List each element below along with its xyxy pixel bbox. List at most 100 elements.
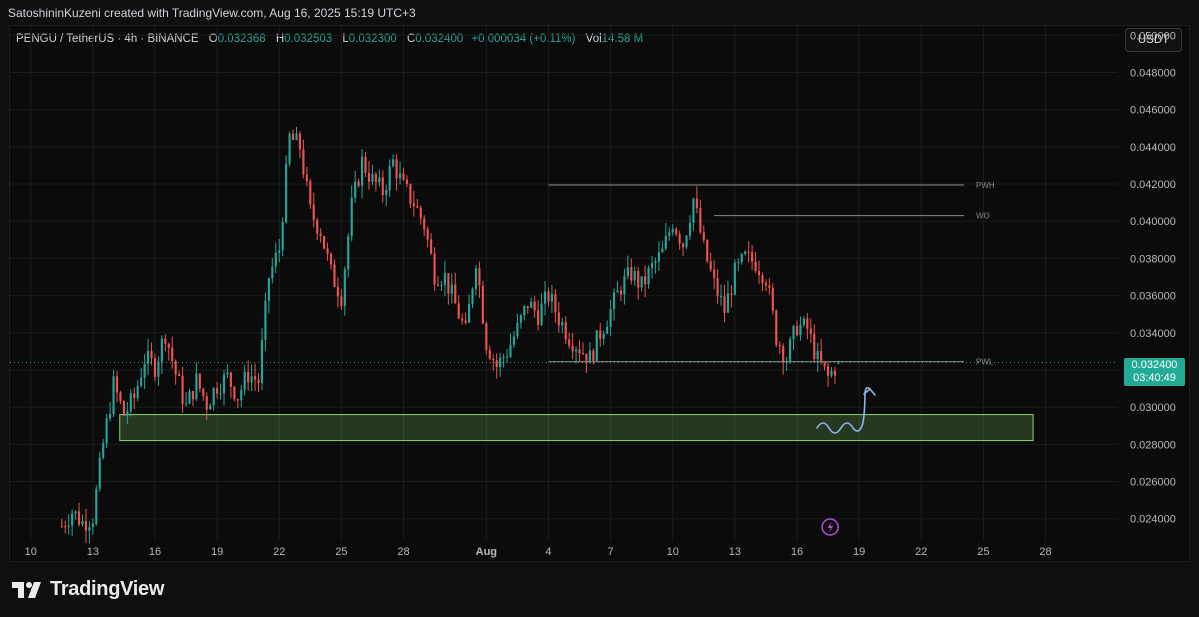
candle-down [367, 172, 371, 182]
candle-up [226, 372, 229, 375]
chart-frame [9, 25, 1190, 562]
x-tick-label: 28 [397, 546, 409, 558]
candle-down [533, 301, 536, 311]
candle-down [357, 181, 360, 186]
candle-down [426, 229, 429, 240]
currency-button[interactable]: USDT [1125, 28, 1182, 52]
candle-down [820, 351, 823, 363]
candle-down [682, 243, 685, 248]
candle-down [202, 388, 205, 397]
candle-up [240, 389, 243, 401]
candle-up [726, 293, 730, 313]
candle-down [178, 374, 181, 376]
candle-down [436, 284, 440, 286]
candle-up [146, 350, 150, 364]
candle-down [433, 253, 436, 285]
candle-down [329, 253, 333, 265]
candle-down [599, 330, 602, 339]
candle-down [233, 386, 236, 400]
candle-down [806, 318, 809, 329]
lightning-icon-ring [821, 518, 839, 536]
tradingview-logo-icon [12, 581, 41, 598]
candle-down [747, 251, 750, 253]
candle-down [333, 264, 336, 287]
candle-down [115, 376, 119, 393]
candle-up [499, 357, 502, 368]
candle-up [378, 177, 381, 183]
candle-up [129, 393, 132, 411]
candle-down [254, 376, 257, 380]
tradingview-logo[interactable]: TradingView [10, 578, 164, 601]
candle-down [340, 296, 343, 307]
candle-up [140, 377, 143, 386]
candle-up [468, 303, 471, 323]
candle-up [143, 363, 146, 378]
symbol-name[interactable]: PENGU / TetherUS · 4h · BINANCE [16, 33, 199, 45]
symbol-legend: PENGU / TetherUS · 4h · BINANCE O0.03236… [16, 33, 643, 45]
candle-down [644, 276, 647, 285]
candle-down [84, 521, 88, 531]
lightning-icon [821, 518, 839, 536]
candle-up [623, 276, 626, 295]
candle-up [267, 278, 270, 301]
x-tick-label: 10 [25, 546, 37, 558]
last-price-tag: 0.032400 03:40:49 [1124, 358, 1185, 386]
x-tick-label: 10 [667, 546, 679, 558]
candle-down [723, 296, 726, 313]
candle-up [633, 270, 636, 281]
candle-up [802, 318, 805, 325]
candle-down [488, 350, 491, 359]
x-tick-label: 13 [87, 546, 99, 558]
y-tick-label: 0.040000 [1130, 216, 1176, 228]
candle-up [609, 309, 612, 327]
candle-down [554, 293, 557, 313]
candle-up [561, 322, 564, 326]
candle-down [492, 358, 495, 361]
candle-down [402, 173, 405, 180]
candle-up [668, 232, 671, 236]
candle-down [309, 181, 312, 205]
candle-down [291, 133, 295, 141]
candle-down [478, 268, 481, 286]
candle-up [657, 252, 660, 262]
candle-up [616, 290, 619, 293]
candle-down [236, 399, 239, 401]
candle-down [571, 345, 574, 352]
candle-down [412, 203, 415, 207]
level-label-pwl: PWL [976, 358, 994, 367]
y-tick-label: 0.042000 [1130, 179, 1176, 191]
x-tick-label: 13 [729, 546, 741, 558]
open-value: 0.032368 [217, 33, 266, 45]
candle-up [640, 276, 643, 288]
candle-up [523, 305, 526, 316]
candle-up [195, 373, 198, 400]
candle-down [495, 360, 498, 368]
candle-down [761, 275, 764, 284]
candle-up [71, 513, 74, 526]
candle-down [133, 393, 136, 398]
y-tick-label: 0.038000 [1130, 253, 1176, 265]
candle-down [526, 305, 529, 308]
candle-up [354, 181, 357, 198]
candle-down [464, 320, 467, 323]
candle-up [799, 324, 802, 335]
close-label: C [406, 33, 416, 45]
candle-down [699, 208, 702, 233]
candle-down [405, 179, 409, 185]
low-value: 0.032300 [348, 33, 397, 45]
candle-up [209, 405, 212, 410]
candle-up [595, 330, 598, 361]
candle-up [105, 418, 108, 444]
candle-up [543, 291, 547, 304]
candle-down [316, 219, 319, 234]
candle-up [91, 523, 94, 528]
candle-down [181, 375, 184, 404]
candle-up [95, 488, 98, 524]
candle-up [733, 262, 736, 295]
candle-up [671, 229, 674, 233]
x-tick-label: 16 [149, 546, 161, 558]
candle-down [751, 251, 754, 262]
candle-up [212, 388, 215, 406]
high-value: 0.032503 [284, 33, 333, 45]
